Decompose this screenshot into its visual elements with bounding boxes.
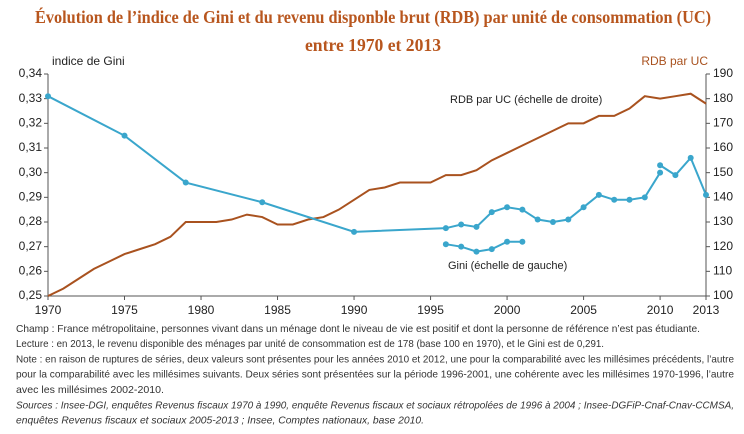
point: [504, 204, 511, 211]
y2-tick-label: 180: [713, 91, 733, 105]
y-tick-label: 0,31: [19, 140, 43, 154]
point: [565, 216, 572, 223]
y2-tick-label: 170: [713, 116, 733, 130]
y-tick-label: 0,25: [19, 288, 43, 302]
y-tick-label: 0,32: [19, 116, 43, 130]
point: [626, 196, 633, 203]
series-label: RDB par UC (échelle de droite): [450, 94, 602, 106]
point: [442, 241, 449, 248]
y-tick-label: 0,28: [19, 214, 43, 228]
y-tick-label: 0,30: [19, 165, 43, 179]
point: [580, 204, 587, 211]
y2-tick-label: 190: [713, 66, 733, 80]
y-tick-label: 0,27: [19, 239, 43, 253]
y-tick-label: 0,26: [19, 264, 43, 278]
series-label: Gini (échelle de gauche): [448, 260, 567, 272]
note: avec les millésimes 2002-2010.: [16, 384, 164, 396]
point: [473, 248, 480, 255]
point: [703, 191, 709, 198]
point: [641, 194, 648, 201]
note: Lecture : en 2013, le revenu disponible …: [16, 338, 604, 350]
series-line: [47, 95, 661, 233]
note: pour la comparabilité avec les millésime…: [16, 369, 734, 381]
y2-tick-label: 100: [713, 288, 733, 302]
point: [549, 219, 556, 225]
x-tick-label: 2013: [693, 303, 720, 317]
y-tick-label: 0,29: [19, 190, 43, 204]
note: Champ : France métropolitaine, personnes…: [16, 323, 700, 335]
series-line: [659, 156, 707, 196]
point: [595, 191, 602, 198]
y-axis-label: indice de Gini: [52, 54, 125, 68]
y-tick-label: 0,33: [19, 91, 43, 105]
y2-tick-label: 110: [713, 264, 732, 278]
point: [672, 172, 679, 179]
point: [121, 132, 128, 139]
x-tick-label: 1990: [341, 303, 368, 317]
x-tick-label: 2010: [647, 303, 674, 317]
x-tick-label: 1975: [111, 303, 138, 317]
point: [657, 169, 664, 176]
x-tick-label: 1985: [264, 303, 291, 317]
point: [488, 209, 495, 216]
y2-tick-label: 120: [713, 239, 733, 253]
point: [182, 179, 189, 186]
point: [534, 216, 541, 223]
note: Note : en raison de ruptures de séries, …: [16, 353, 734, 365]
point: [45, 93, 51, 100]
point: [473, 223, 480, 230]
note: Sources : Insee-DGI, enquêtes Revenus fi…: [16, 399, 734, 411]
series-line: [47, 92, 707, 297]
chart-title: entre 1970 et 2013: [305, 35, 441, 55]
x-tick-label: 1980: [188, 303, 215, 317]
point: [611, 196, 618, 203]
y2-tick-label: 150: [713, 165, 733, 179]
point: [488, 246, 495, 253]
point: [504, 238, 511, 245]
y-tick-label: 0,34: [19, 66, 43, 80]
point: [458, 221, 465, 228]
chart-title: Évolution de l’indice de Gini et du reve…: [35, 6, 711, 28]
point: [458, 243, 465, 250]
point: [687, 154, 694, 161]
y2-tick-label: 160: [713, 140, 733, 154]
note: enquêtes Revenus fiscaux et sociaux 2005…: [16, 415, 424, 427]
x-tick-label: 2000: [494, 303, 521, 317]
x-tick-label: 1995: [417, 303, 444, 317]
point: [519, 206, 526, 213]
y2-tick-label: 140: [713, 190, 733, 204]
point: [351, 228, 358, 235]
x-tick-label: 2005: [570, 303, 597, 317]
point: [259, 199, 266, 206]
series-line: [445, 240, 523, 253]
y2-tick-label: 130: [713, 214, 733, 228]
point: [657, 162, 664, 169]
point: [442, 225, 449, 232]
point: [519, 238, 526, 245]
x-tick-label: 1970: [35, 303, 62, 317]
y2-axis-label: RDB par UC: [641, 54, 708, 68]
